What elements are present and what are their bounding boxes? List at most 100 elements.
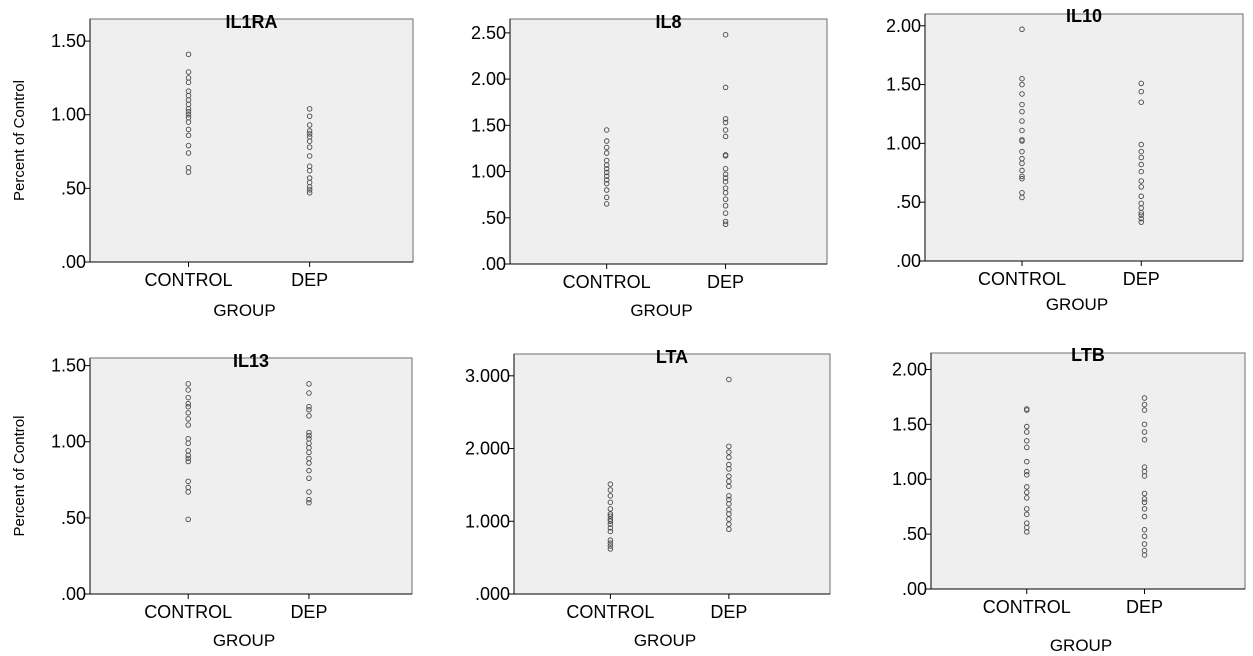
data-point-dep <box>1141 496 1148 502</box>
data-point-dep <box>306 460 312 466</box>
data-point-control <box>1019 118 1025 124</box>
data-point-control <box>607 543 614 549</box>
chart-panel-il1ra: IL1RA .00 .50 1.00 1.50 CONTROL DEP GROUP Percen… <box>11 12 414 320</box>
data-point-control <box>185 169 192 175</box>
data-point-control <box>185 119 192 125</box>
data-point-control <box>185 452 191 459</box>
chart-panel-il10: IL10 .00 .50 1.00 1.50 2.00 CONTROL DEP GROUP <box>886 6 1244 314</box>
y-tick-label: 1.50 <box>471 115 506 135</box>
data-point-dep <box>306 190 313 196</box>
data-point-dep <box>1138 168 1144 175</box>
data-point-control <box>185 381 191 387</box>
data-point-dep <box>1141 395 1148 401</box>
data-point-dep <box>722 84 729 91</box>
data-point-control <box>603 150 610 156</box>
x-category-label: CONTROL <box>563 272 651 292</box>
data-point-dep <box>722 31 729 38</box>
y-tick-label: .50 <box>61 508 86 528</box>
data-point-control <box>1019 26 1025 33</box>
data-point-control <box>185 79 192 86</box>
data-point-dep <box>1141 533 1148 540</box>
data-point-control <box>185 478 191 485</box>
data-point-control <box>603 162 610 168</box>
data-point-dep <box>306 403 312 410</box>
data-point-dep <box>1141 429 1148 435</box>
data-point-dep <box>1138 178 1144 184</box>
y-tick-label: 3.000 <box>465 366 510 386</box>
data-point-dep <box>722 221 729 227</box>
y-tick-label: 1.000 <box>465 511 510 531</box>
data-point-dep <box>1141 552 1148 558</box>
data-point-dep <box>722 116 729 122</box>
data-point-control <box>1024 423 1030 430</box>
data-point-control <box>603 144 610 151</box>
data-point-dep <box>306 153 313 159</box>
data-point-dep <box>306 113 313 119</box>
data-point-dep <box>722 171 729 178</box>
data-point-dep <box>1138 161 1144 168</box>
data-point-control <box>607 540 614 546</box>
data-point-control <box>1019 101 1025 108</box>
data-point-dep <box>306 106 313 112</box>
data-point-dep <box>1138 88 1144 95</box>
data-point-control <box>185 394 191 401</box>
x-category-label: DEP <box>707 272 744 292</box>
data-point-dep <box>306 138 313 144</box>
x-category-label: CONTROL <box>566 602 654 622</box>
x-axis-label: GROUP <box>1046 295 1108 314</box>
data-point-control <box>607 506 614 512</box>
chart-title: IL1RA <box>225 12 277 32</box>
data-point-control <box>607 499 614 506</box>
y-tick-label: .00 <box>61 584 86 604</box>
data-point-dep <box>1141 499 1148 506</box>
data-point-dep <box>726 473 732 479</box>
data-point-control <box>1024 495 1030 501</box>
x-category-label: CONTROL <box>983 597 1071 617</box>
data-point-control <box>607 511 614 517</box>
data-point-dep <box>1141 436 1148 443</box>
data-point-dep <box>726 521 732 527</box>
plot-area <box>89 357 413 595</box>
data-point-dep <box>306 381 312 387</box>
data-point-control <box>185 422 191 428</box>
data-point-dep <box>306 144 313 150</box>
data-point-control <box>1024 511 1030 518</box>
data-point-dep <box>1138 212 1144 218</box>
y-tick-label: 2.00 <box>471 69 506 89</box>
plot-area <box>513 353 831 595</box>
data-point-dep <box>722 210 729 216</box>
data-point-control <box>603 166 610 172</box>
y-tick-label: .00 <box>896 251 921 271</box>
y-tick-label: .50 <box>481 208 506 228</box>
data-point-dep <box>722 153 729 159</box>
chart-title: IL8 <box>655 12 681 32</box>
y-tick-label: 1.50 <box>51 31 86 51</box>
data-point-dep <box>1138 219 1144 225</box>
y-tick-label: .00 <box>481 254 506 274</box>
data-point-control <box>185 69 192 75</box>
data-point-dep <box>1141 473 1148 479</box>
data-point-dep <box>306 413 312 419</box>
y-tick-label: .00 <box>61 252 86 272</box>
data-point-control <box>607 513 614 519</box>
data-point-control <box>185 440 191 447</box>
data-point-control <box>607 518 614 525</box>
data-point-control <box>607 487 614 493</box>
data-point-dep <box>1138 80 1144 87</box>
data-point-control <box>603 201 610 207</box>
data-point-control <box>185 516 191 523</box>
data-point-dep <box>726 478 732 485</box>
chart-panel-il8: IL8 .00 .50 1.00 1.50 2.00 2.50 CONTROL DEP GROUP <box>471 12 828 320</box>
data-point-control <box>603 169 610 176</box>
data-point-dep <box>722 166 729 172</box>
data-point-control <box>185 400 191 407</box>
data-point-control <box>607 546 614 552</box>
data-point-control <box>603 127 610 133</box>
data-point-dep <box>306 467 312 474</box>
data-point-control <box>603 173 610 179</box>
chart-title: IL10 <box>1066 6 1102 26</box>
data-point-control <box>607 528 614 535</box>
data-point-control <box>185 458 191 465</box>
data-point-dep <box>1141 506 1148 512</box>
data-point-dep <box>1138 148 1144 155</box>
